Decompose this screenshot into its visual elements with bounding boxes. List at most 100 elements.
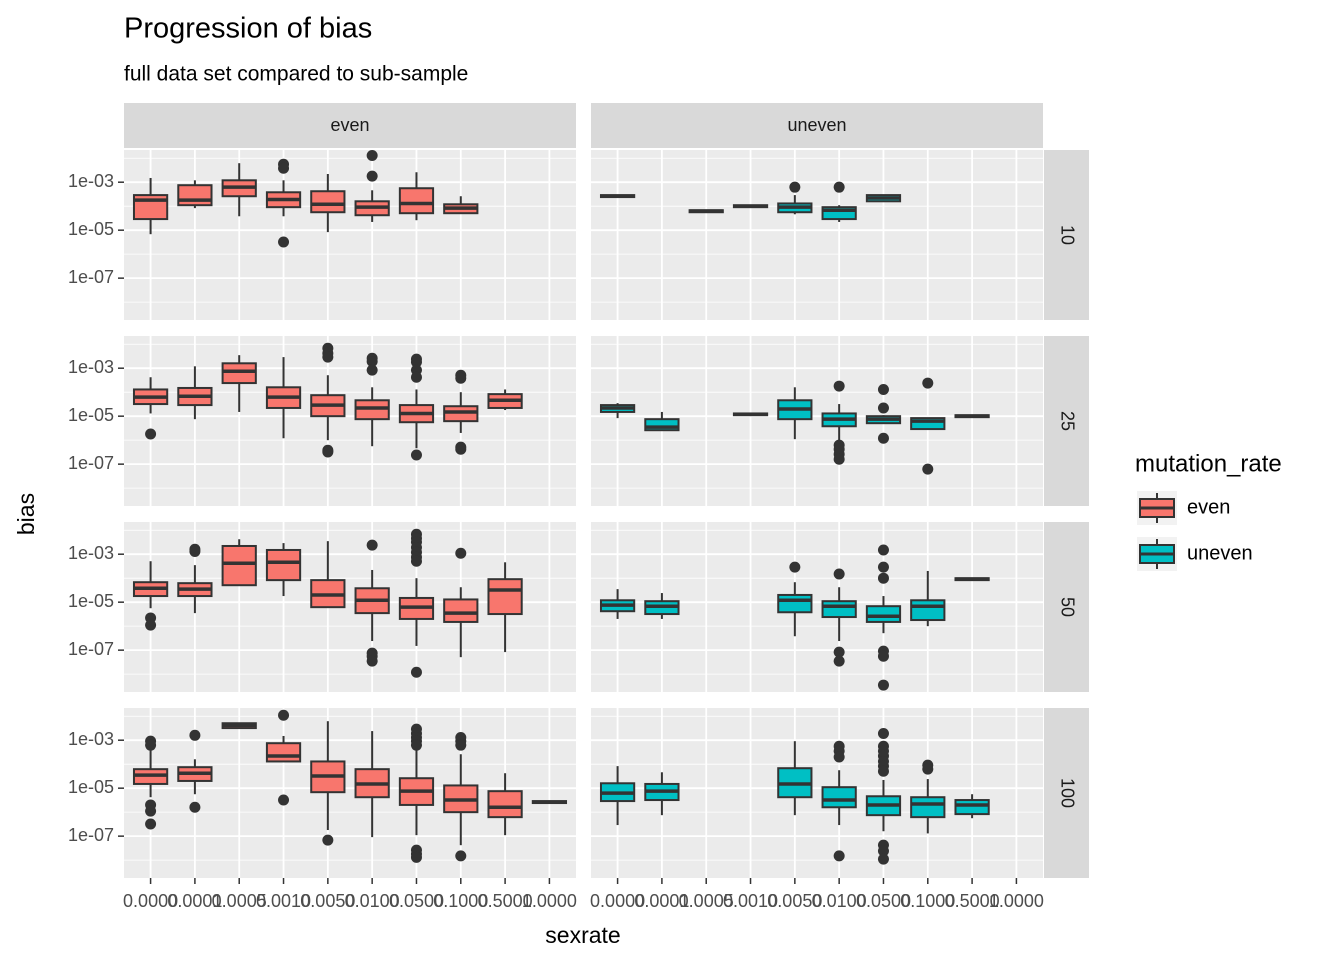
x-tick-label: 1.0000 [522,891,577,911]
outlier [366,364,378,376]
y-tick-label: 1e-07 [68,639,114,659]
box [910,417,946,431]
outlier [145,818,157,830]
row-strip [1044,708,1089,878]
outlier [189,729,201,741]
x-tick-label: 0.0010 [256,891,311,911]
outlier [877,650,889,662]
column-strip-label: uneven [787,115,846,135]
outlier [833,655,845,667]
row-strip-label: 10 [1057,225,1077,245]
outlier [366,149,378,161]
outlier [278,794,290,806]
outlier [833,181,845,193]
y-tick-label: 1e-05 [68,777,114,797]
outlier [366,655,378,667]
row-strip-label: 25 [1057,411,1077,431]
outlier [366,356,378,368]
x-tick-label: 0.0050 [300,891,355,911]
x-tick-label: 0.0100 [345,891,400,911]
outlier [877,765,889,777]
panel-background [124,336,576,506]
y-axis-title: bias [13,493,39,535]
outlier [410,371,422,383]
outlier [833,850,845,862]
outlier [455,372,467,384]
box [398,187,435,215]
outlier [877,432,889,444]
x-tick-label: 0.0000 [590,891,645,911]
outlier [366,539,378,551]
row-strip [1044,150,1089,320]
box [177,184,213,207]
outlier [455,850,467,862]
box [777,593,813,614]
outlier [145,805,157,817]
outlier [922,377,934,389]
outlier [145,619,157,631]
outlier [922,463,934,475]
box [221,544,257,587]
box [821,786,857,809]
column-strip [124,103,576,148]
x-tick-label: 0.0005 [212,891,267,911]
x-tick-label: 0.0010 [723,891,778,911]
outlier [410,555,422,567]
outlier [877,679,889,691]
x-tick-label: 0.0100 [812,891,867,911]
outlier [455,443,467,455]
row-strip [1044,522,1089,692]
outlier [410,449,422,461]
outlier [410,851,422,863]
x-tick-label: 0.5000 [945,891,1000,911]
outlier [455,739,467,751]
outlier [877,561,889,573]
outlier [833,751,845,763]
outlier [877,572,889,584]
legend-label: even [1187,496,1230,518]
row-strip-label: 100 [1057,778,1077,808]
legend-label: uneven [1187,542,1253,564]
outlier [410,666,422,678]
outlier [877,728,889,740]
outlier [789,561,801,573]
y-tick-label: 1e-05 [68,405,114,425]
row-strip-label: 50 [1057,597,1077,617]
outlier [833,380,845,392]
box [443,598,479,623]
outlier [278,162,290,174]
panel-background [591,150,1043,320]
box [865,605,902,623]
x-axis-title: sexrate [545,922,620,948]
y-tick-label: 1e-05 [68,591,114,611]
outlier [789,181,801,193]
chart-title: Progression of bias [124,13,372,45]
y-tick-label: 1e-03 [68,171,114,191]
column-strip [591,103,1043,148]
x-tick-label: 0.0050 [767,891,822,911]
chart-subtitle: full data set compared to sub-sample [124,63,468,86]
outlier [145,739,157,751]
outlier [189,801,201,813]
box [821,206,857,221]
outlier [877,845,889,857]
y-tick-label: 1e-05 [68,219,114,239]
x-tick-label: 0.0001 [167,891,222,911]
box [644,418,680,432]
x-tick-label: 0.5000 [478,891,533,911]
outlier [877,853,889,865]
outlier [833,568,845,580]
y-tick-label: 1e-07 [68,267,114,287]
panel-background [124,150,576,320]
outlier [145,428,157,440]
legend-title: mutation_rate [1135,450,1282,477]
box [954,799,990,816]
box [265,742,302,763]
box [310,190,346,214]
x-tick-label: 1.0000 [989,891,1044,911]
box [265,548,302,582]
outlier [922,763,934,775]
box [910,796,946,819]
outlier [410,739,422,751]
